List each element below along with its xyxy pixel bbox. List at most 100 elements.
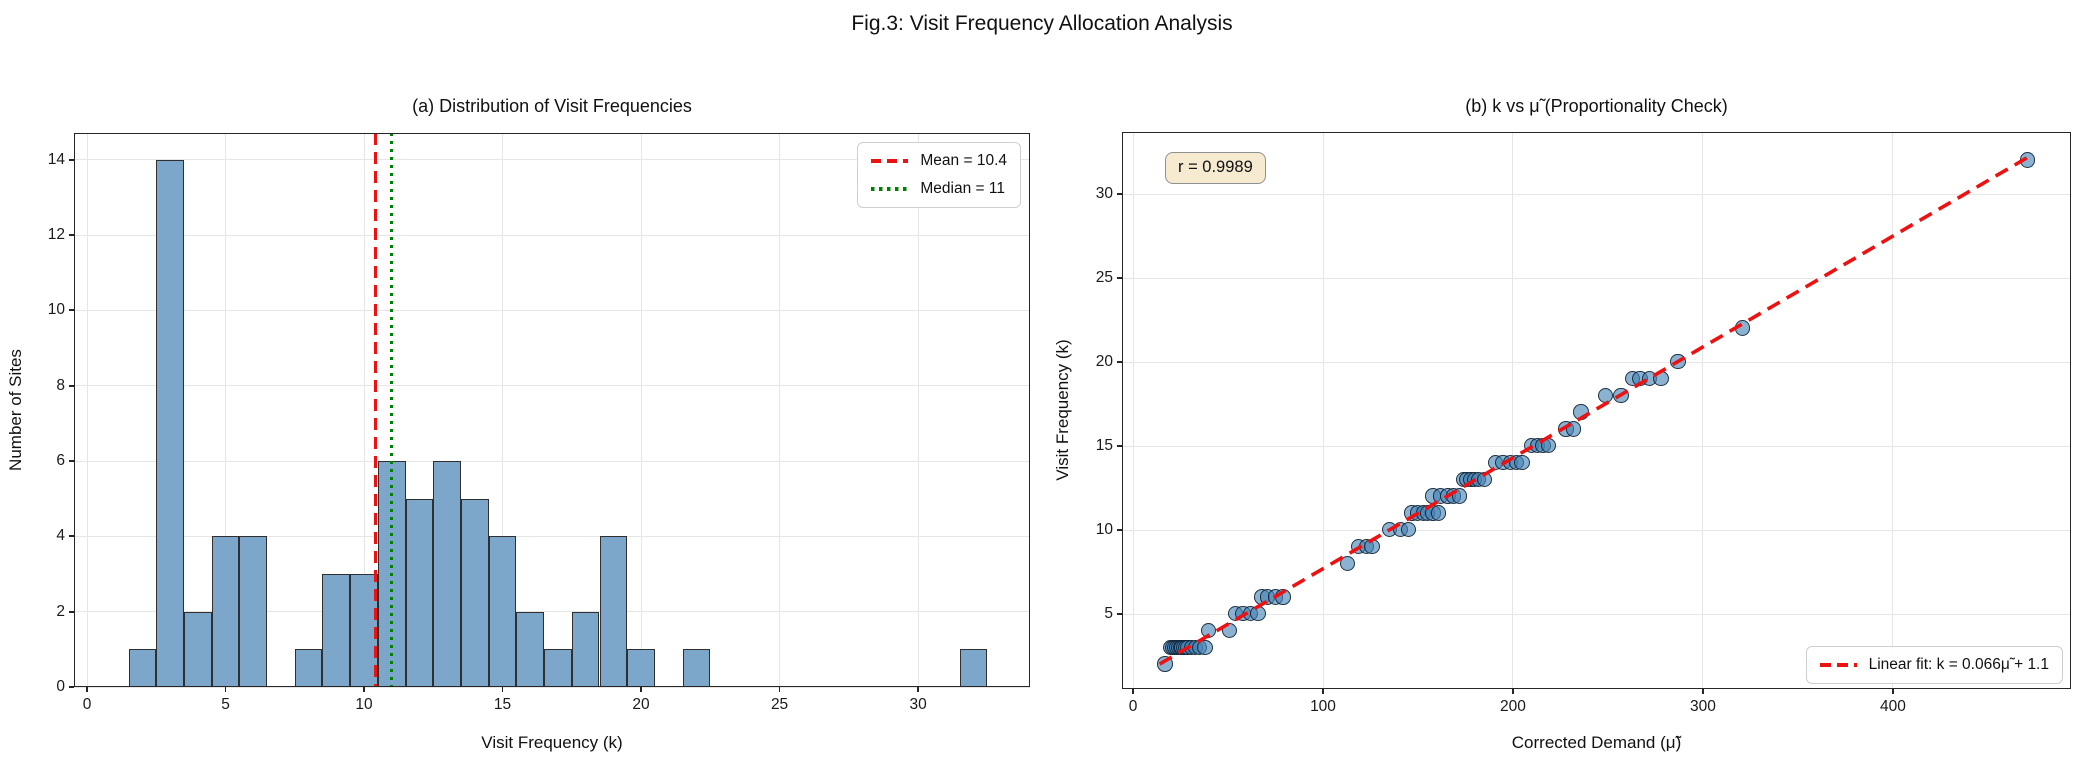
histogram-bar: [571, 611, 600, 687]
scatter-plot: 0 100 200 300 400 5 10 15 20 25 30 Linear fit: k = …: [1096, 132, 2071, 715]
histogram-plot: 0 5 10 15 20 25 30 0 2 4 6 8 10 12 14 Mean = 10.4 Median…: [48, 133, 1030, 713]
scatter-legend: Linear fit: k = 0.066μ̃ + 1.1: [1805, 646, 2063, 684]
x-tick-mark: [1702, 689, 1704, 694]
histogram-title: (a) Distribution of Visit Frequencies: [412, 96, 692, 116]
histogram-bar: [544, 649, 572, 687]
median-line: [390, 133, 394, 687]
x-tick-mark: [1512, 689, 1514, 694]
gridline-vertical: [1892, 132, 1894, 689]
x-tick-label: 0: [82, 696, 92, 713]
x-tick-mark: [1892, 689, 1894, 694]
histogram-bar: [405, 498, 434, 687]
gridline-vertical: [363, 133, 365, 687]
gridline-horizontal: [74, 234, 1030, 236]
scatter-point: [1430, 505, 1447, 521]
x-tick-mark: [224, 687, 227, 692]
histogram-bar: [183, 611, 212, 687]
histogram-bar: [322, 574, 351, 687]
scatter-point: [1476, 471, 1492, 488]
y-tick-label: 25: [1095, 269, 1113, 286]
histogram-bar: [350, 574, 378, 687]
legend-linear-fit: Linear fit: k = 0.066μ̃ + 1.1: [1819, 656, 2049, 674]
y-tick-label: 20: [1095, 353, 1113, 371]
gridline-vertical: [225, 133, 227, 687]
histogram-legend: Mean = 10.4 Median = 11: [857, 142, 1021, 208]
y-tick-mark: [1117, 277, 1122, 279]
gridline-vertical: [779, 133, 781, 687]
gridline-vertical: [917, 133, 919, 687]
x-tick-label: 5: [221, 696, 230, 713]
y-tick-label: 6: [56, 452, 65, 470]
histogram-bar: [627, 649, 655, 687]
legend-median-label: Median = 11: [920, 180, 1005, 197]
x-tick-label: 400: [1880, 698, 1906, 715]
y-tick-label: 14: [47, 150, 65, 168]
histogram-bar: [460, 498, 489, 687]
x-tick-mark: [1132, 689, 1134, 694]
correlation-annotation: r = 0.9989: [1165, 152, 1266, 184]
y-tick-mark: [69, 384, 74, 387]
gridline-vertical: [86, 133, 88, 687]
y-tick-mark: [1117, 445, 1122, 447]
gridline-horizontal: [74, 385, 1030, 387]
y-tick-mark: [1117, 613, 1122, 615]
gridline-vertical: [1702, 132, 1704, 689]
histogram-bar: [599, 536, 628, 687]
y-tick-mark: [69, 234, 74, 236]
gridline-horizontal: [1122, 361, 2071, 363]
x-tick-mark: [86, 687, 88, 692]
y-tick-label: 10: [1095, 521, 1113, 539]
gridline-vertical: [640, 133, 642, 687]
histogram-bar: [294, 649, 323, 687]
y-tick-label: 10: [47, 301, 65, 319]
gridline-horizontal: [74, 309, 1030, 311]
scatter-point: [1339, 555, 1356, 572]
y-tick-label: 4: [56, 527, 65, 545]
y-tick-label: 5: [1104, 605, 1113, 623]
gridline-horizontal: [1122, 613, 2071, 615]
x-tick-label: 10: [355, 696, 373, 713]
y-tick-mark: [69, 610, 74, 613]
x-tick-label: 20: [632, 696, 650, 713]
gridline-horizontal: [74, 535, 1030, 537]
gridline-horizontal: [1122, 277, 2071, 279]
gridline-vertical: [1512, 132, 1514, 689]
y-tick-mark: [69, 460, 74, 462]
legend-mean: Mean = 10.4: [871, 152, 1007, 170]
x-tick-label: 25: [770, 696, 789, 713]
histogram-bar: [488, 536, 517, 687]
histogram-bar: [211, 536, 240, 687]
gridline-horizontal: [74, 159, 1030, 161]
histogram-bar: [433, 461, 461, 687]
histogram-bar: [516, 611, 545, 687]
x-tick-label: 15: [493, 696, 512, 713]
scatter-x-axis-label: Corrected Demand (μ̃): [1511, 733, 1682, 752]
x-tick-mark: [1322, 689, 1324, 694]
legend-mean-line-sample: [871, 159, 909, 163]
legend-mean-label: Mean = 10.4: [920, 152, 1007, 169]
scatter-point: [1400, 522, 1416, 538]
gridline-horizontal: [1122, 529, 2071, 531]
scatter-y-axis-label: Visit Frequency (k): [1053, 339, 1072, 481]
legend-median: Median = 11: [871, 180, 1007, 198]
y-tick-mark: [69, 535, 74, 538]
gridline-horizontal: [1122, 193, 2071, 195]
gridline-horizontal: [74, 611, 1030, 613]
scatter-title: (b) k vs μ̃ (Proportionality Check): [1465, 96, 1728, 116]
linear-fit-line: [1158, 155, 2029, 666]
histogram-bar: [682, 649, 711, 687]
scatter-point: [1514, 454, 1530, 471]
y-tick-label: 8: [56, 376, 65, 394]
x-tick-mark: [640, 687, 642, 692]
figure-title: Fig.3: Visit Frequency Allocation Analys…: [851, 12, 1233, 35]
gridline-horizontal: [74, 686, 1030, 688]
x-tick-mark: [778, 687, 781, 692]
gridline-vertical: [1322, 132, 1324, 689]
scatter-point: [1201, 622, 1217, 639]
mean-line: [373, 133, 377, 687]
y-tick-mark: [69, 309, 74, 312]
x-tick-mark: [917, 687, 919, 692]
gridline-horizontal: [74, 460, 1030, 462]
x-tick-mark: [363, 687, 365, 692]
